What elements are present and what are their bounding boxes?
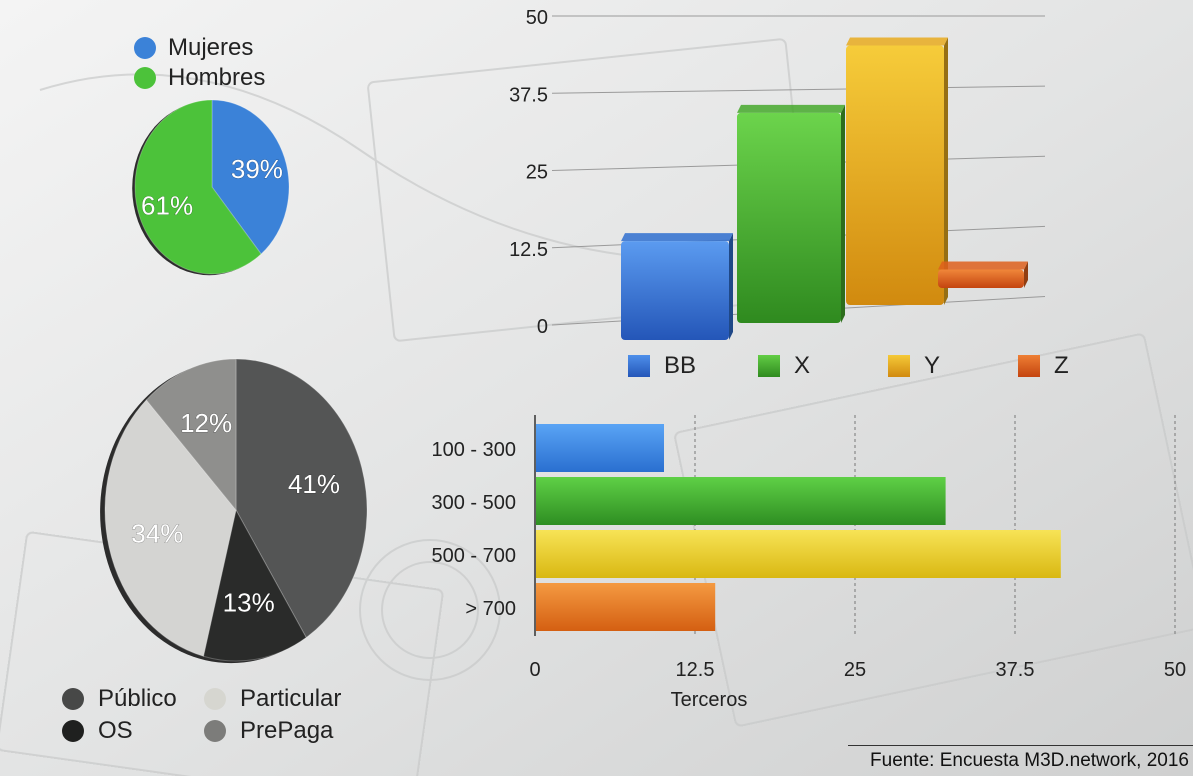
legend-item-particular: Particular [204, 684, 374, 714]
x-tick-0: 0 [529, 659, 540, 681]
legend-label-x: X [794, 352, 811, 379]
x-tick-25: 25 [844, 659, 866, 681]
bar-z [938, 269, 1024, 288]
legend-swatch-bb [628, 355, 650, 377]
legend-label-hombres: Hombres [168, 64, 266, 91]
sector-label-p-blico: 41% [288, 469, 340, 499]
sector-slice-p-blico [235, 358, 368, 639]
hbar-500-700 [536, 530, 1061, 578]
y-tick-0: 0 [537, 316, 548, 338]
legend-label-z: Z [1054, 352, 1069, 379]
sector-legend: Público Particular OS PrePaga [62, 684, 374, 746]
source-caption: Fuente: Encuesta M3D.network, 2016 [870, 750, 1189, 771]
legend-item-hombres: Hombres [134, 63, 265, 93]
legend-label-publico: Público [98, 685, 177, 712]
sector-label-os: 13% [223, 588, 275, 618]
legend-dot-os [62, 720, 84, 742]
bar-top-bb [621, 233, 733, 242]
sector-pie-chart: 41% 13% 34% 12% [100, 358, 368, 664]
gender-label-mujeres: 39% [231, 154, 283, 184]
legend-label-prepaga: PrePaga [240, 717, 334, 744]
y-gridline-37-5 [551, 85, 1046, 94]
legend-dot-publico [62, 688, 84, 710]
legend-swatch-x [758, 355, 780, 377]
legend-dot-mujeres [134, 37, 156, 59]
y-tick-12-5: 12.5 [509, 239, 548, 261]
gender-legend: Mujeres Hombres [134, 33, 265, 93]
horizontal-bar-chart: 0 12.5 25 37.5 50 100 - 300 300 - 500 500 - 700… [431, 415, 1186, 711]
bar-side-z [1024, 261, 1028, 288]
legend-swatch-z [1018, 355, 1040, 377]
bar-side-x [841, 104, 845, 323]
legend-label-particular: Particular [240, 685, 342, 712]
y-tick-50: 50 [526, 7, 548, 29]
category-label-300-500: 300 - 500 [431, 492, 516, 514]
hbar-700 [536, 583, 716, 631]
x-axis-title: Terceros [671, 689, 748, 711]
sector-slice-particular [104, 399, 237, 657]
y-tick-25: 25 [526, 162, 548, 184]
legend-item-prepaga: PrePaga [204, 716, 374, 746]
legend-item-bb: BB [628, 352, 758, 380]
legend-label-bb: BB [664, 352, 697, 379]
category-label-100-300: 100 - 300 [431, 439, 516, 461]
legend-label-os: OS [98, 717, 133, 744]
bar-side-bb [729, 233, 733, 340]
vertical-bar-chart: 0 12.5 25 37.5 50 [509, 7, 1046, 340]
gender-slice-hombres [134, 99, 262, 275]
hbar-300-500 [536, 477, 946, 525]
bar-legend: BB X Y Z [628, 352, 1148, 380]
gender-label-hombres: 61% [141, 190, 193, 220]
x-tick-37-5: 37.5 [996, 659, 1035, 681]
bar-top-x [737, 104, 845, 113]
legend-label-y: Y [924, 352, 941, 379]
legend-item-publico: Público [62, 684, 204, 714]
sector-slice-os [202, 508, 307, 662]
y-tick-37-5: 37.5 [509, 84, 548, 106]
bar-x [737, 112, 841, 323]
legend-swatch-y [888, 355, 910, 377]
legend-item-x: X [758, 352, 888, 380]
bar-side-y [944, 37, 948, 305]
bar-y [846, 45, 944, 305]
sector-slice-prepaga [145, 358, 237, 512]
legend-dot-prepaga [204, 720, 226, 742]
category-label-700: > 700 [465, 598, 516, 620]
x-tick-12-5: 12.5 [676, 659, 715, 681]
hbar-100-300 [536, 424, 664, 472]
legend-dot-particular [204, 688, 226, 710]
legend-item-os: OS [62, 716, 204, 746]
category-label-500-700: 500 - 700 [431, 545, 516, 567]
source-divider [848, 745, 1193, 746]
gender-slice-mujeres [211, 99, 290, 255]
legend-dot-hombres [134, 67, 156, 89]
legend-item-y: Y [888, 352, 1018, 380]
bar-top-z [938, 261, 1028, 270]
legend-item-mujeres: Mujeres [134, 33, 265, 63]
x-tick-50: 50 [1164, 659, 1186, 681]
sector-label-particular: 34% [131, 518, 183, 548]
bar-top-y [846, 37, 948, 46]
legend-label-mujeres: Mujeres [168, 34, 254, 61]
bar-bb [621, 241, 729, 340]
sector-label-prepaga: 12% [180, 408, 232, 438]
gender-pie-chart: 39% 61% [132, 99, 290, 276]
legend-item-z: Z [1018, 352, 1148, 380]
